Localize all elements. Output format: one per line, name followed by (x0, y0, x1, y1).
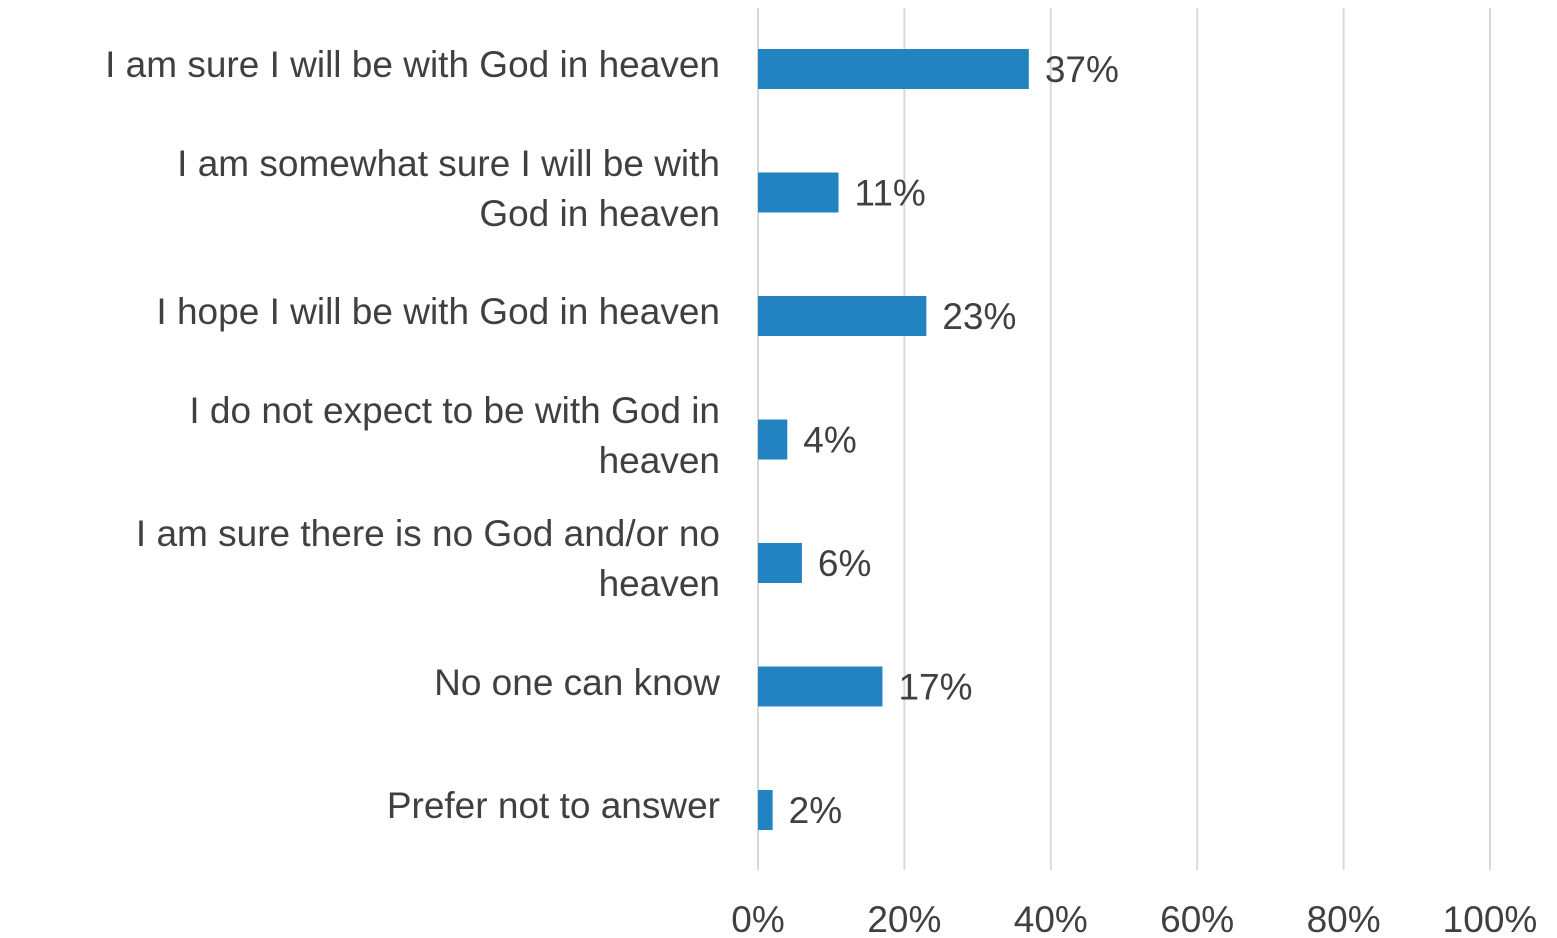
data-label: 17% (898, 667, 972, 708)
x-tick-label: 40% (1014, 899, 1088, 938)
category-label-line: I am sure there is no God and/or no (135, 513, 720, 554)
data-label: 37% (1045, 49, 1119, 90)
category-label: I am sure I will be with God in heaven (0, 40, 720, 90)
bar (758, 172, 839, 213)
x-axis-ticks: 0% 20% 40% 60% 80% 100% (731, 899, 1537, 938)
category-label-line: Prefer not to answer (386, 785, 720, 826)
category-label-line: heaven (598, 439, 720, 481)
category-label-line: I hope I will be with God in heaven (156, 291, 720, 332)
category-label: No one can know (0, 658, 720, 708)
gridlines (757, 8, 1491, 870)
bar (758, 790, 773, 830)
category-label-line: God in heaven (479, 192, 720, 234)
category-label-line: I am somewhat sure I will be with (177, 142, 720, 184)
bar (758, 419, 788, 460)
bar (758, 543, 802, 583)
x-tick-label: 20% (867, 899, 941, 938)
data-label: 4% (803, 420, 856, 461)
x-tick-label: 80% (1307, 899, 1381, 938)
data-label: 11% (855, 173, 926, 214)
category-label: I am somewhat sure I will be with God in … (0, 139, 720, 239)
category-label-line: I do not expect to be with God in (189, 389, 720, 431)
category-label-line: No one can know (434, 661, 720, 703)
data-label: 6% (818, 543, 871, 584)
category-label: I hope I will be with God in heaven (0, 287, 720, 337)
bars (758, 49, 1029, 830)
category-label-line: heaven (598, 563, 720, 604)
category-label: I do not expect to be with God in heaven (0, 386, 720, 486)
x-tick-label: 100% (1443, 899, 1538, 938)
category-label: Prefer not to answer (0, 781, 720, 831)
data-label: 2% (789, 790, 842, 831)
category-label-line: I am sure I will be with God in heaven (105, 44, 720, 85)
bar (758, 296, 927, 336)
category-label: I am sure there is no God and/or no heave… (0, 509, 720, 609)
bar (758, 49, 1029, 89)
bar (758, 666, 883, 707)
x-tick-label: 60% (1160, 899, 1234, 938)
x-tick-label: 0% (731, 899, 784, 938)
data-labels: 37% 11% 23% 4% 6% 17% 2% (789, 49, 1119, 831)
data-label: 23% (942, 296, 1016, 337)
